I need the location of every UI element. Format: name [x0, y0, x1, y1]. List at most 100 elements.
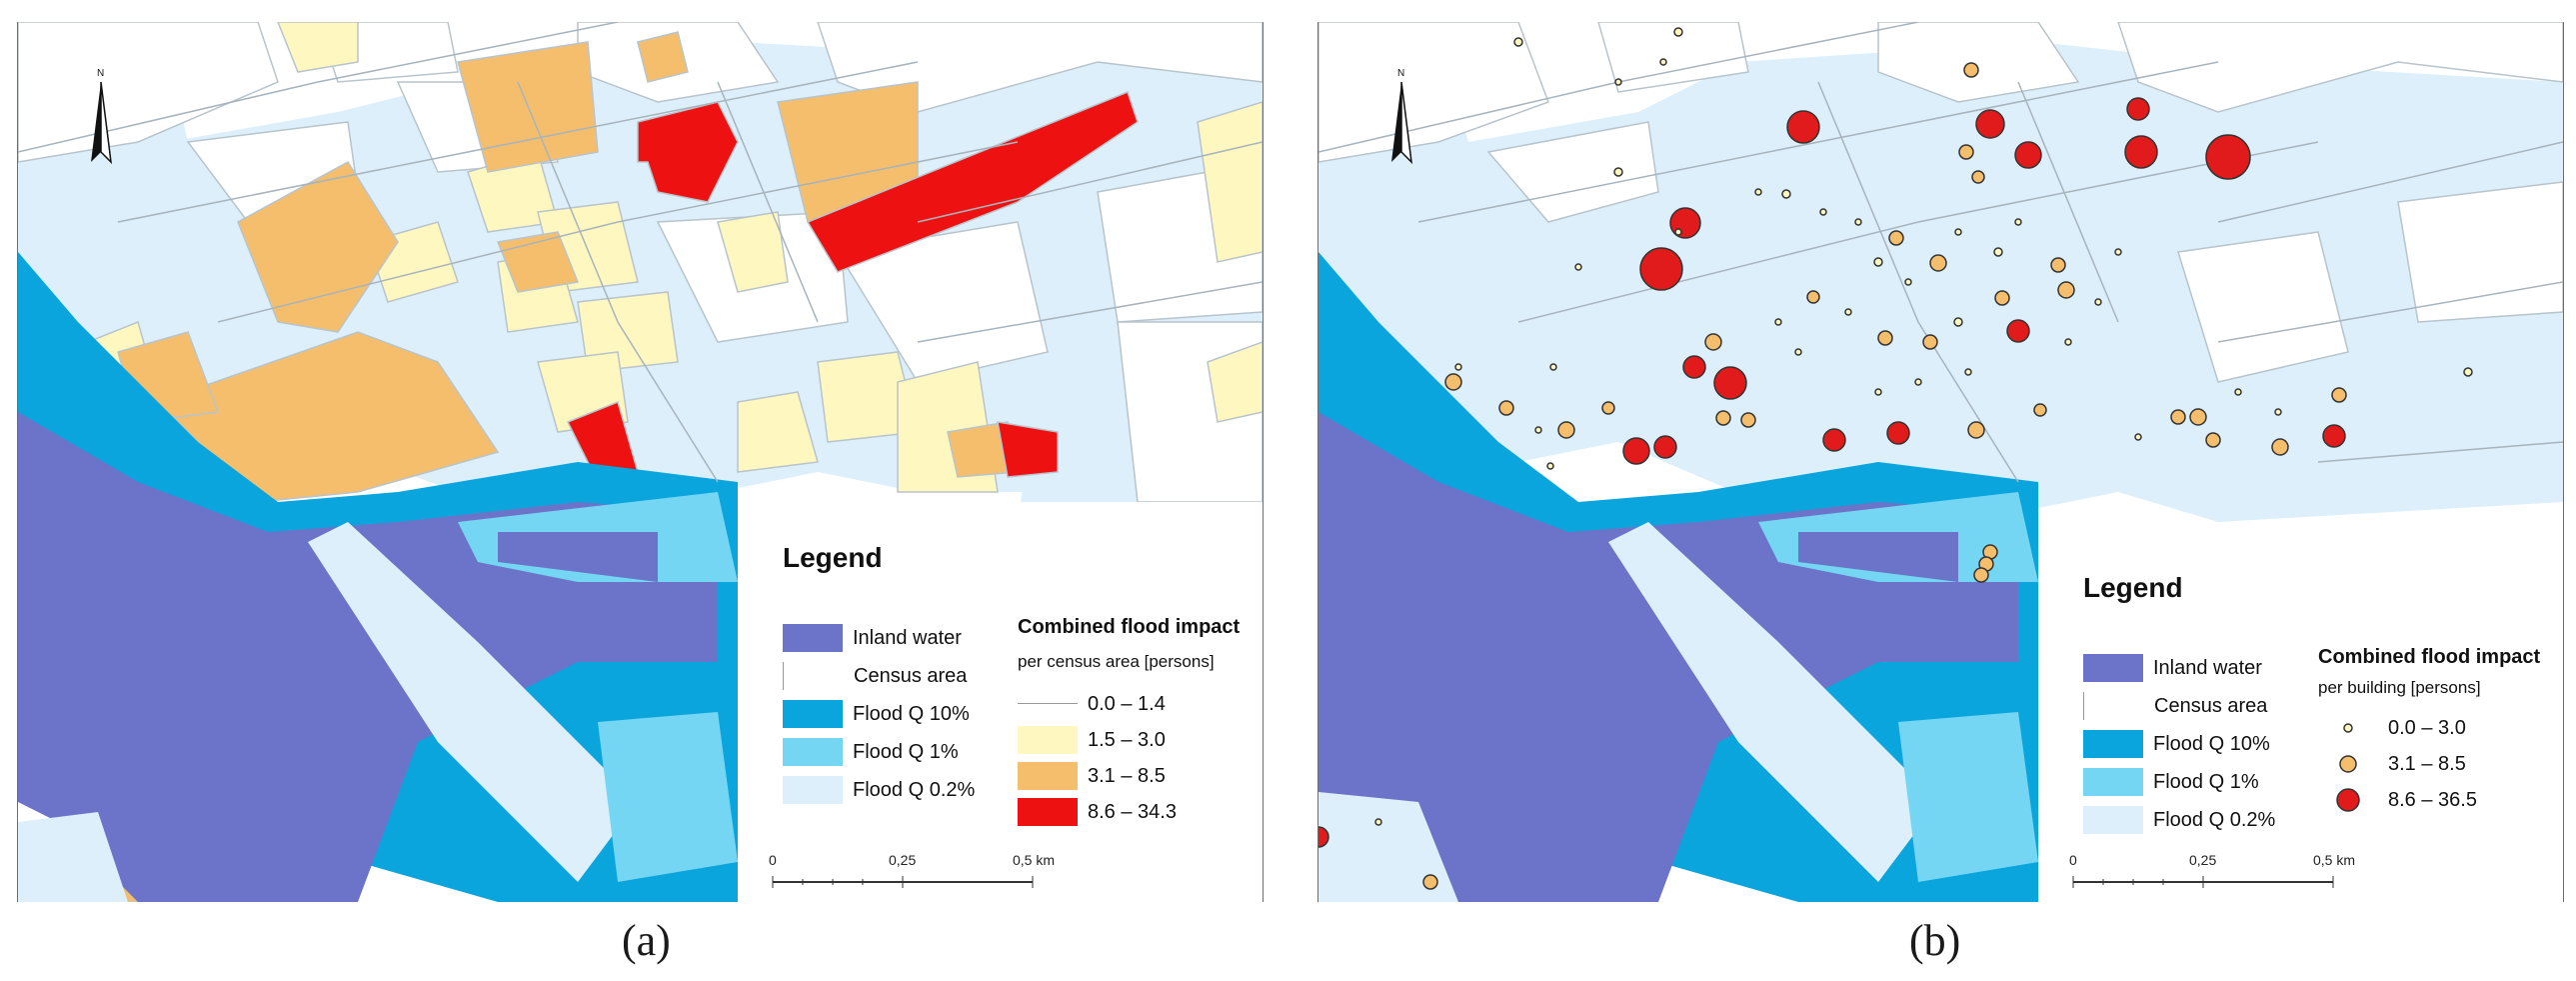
scale-bar — [763, 872, 1043, 902]
building-impact-medium — [1498, 400, 1514, 416]
inland-water-harbour — [1798, 532, 1958, 582]
flood-q02-swatch — [783, 776, 843, 804]
inland-water-swatch — [2083, 654, 2143, 682]
census-parcels — [1318, 22, 2563, 383]
building-impact-medium — [2050, 257, 2066, 273]
building-impact-low — [1754, 188, 1762, 196]
impact-subtitle: per census area [persons] — [1018, 652, 1215, 671]
building-impact-medium — [1963, 62, 1979, 78]
building-impact-medium — [1922, 334, 1938, 350]
building-impact-high — [1318, 826, 1329, 848]
scale-bar — [2063, 872, 2343, 902]
building-impact-medium — [2033, 403, 2047, 417]
building-impact-low — [1549, 363, 1557, 371]
legend-item-label: Census area — [854, 664, 968, 687]
building-impact-low — [2463, 367, 2473, 377]
census-area-swatch — [783, 662, 844, 690]
legend-panel-a: Legend Inland water Census area Flood Q … — [763, 502, 1263, 902]
map-panel-b: N Legend Inland water Census area Flood … — [1317, 22, 2564, 902]
building-impact-low — [2274, 408, 2282, 416]
inland-water-swatch — [783, 624, 843, 652]
flood-q1-swatch — [783, 738, 843, 766]
building-impact-low — [1673, 27, 1683, 37]
building-impact-medium — [1422, 874, 1438, 890]
inland-water-harbour — [498, 532, 658, 582]
building-impact-high — [2014, 141, 2042, 169]
class-label: 3.1 – 8.5 — [1088, 764, 1166, 787]
legend-item-label: Flood Q 10% — [853, 702, 970, 725]
building-impact-low — [1613, 167, 1623, 177]
building-impact-low — [2064, 338, 2072, 346]
census-boundaries — [18, 22, 1263, 483]
building-impact-medium — [1444, 373, 1462, 391]
building-impact-low — [1954, 228, 1962, 236]
flood-q02-south — [1318, 792, 1458, 902]
scale-label-mid: 0,25 — [2189, 852, 2217, 868]
map-panel-a: N Legend Inland water Census area Flood … — [17, 22, 1264, 902]
legend-title: Legend — [2083, 572, 2183, 603]
legend-item-label: Flood Q 10% — [2153, 732, 2270, 755]
building-impact-high — [1713, 366, 1747, 400]
building-impact-high — [2205, 134, 2251, 180]
building-impact-low — [1953, 317, 1963, 327]
building-impact-low — [1774, 318, 1782, 326]
building-impact-medium — [1704, 333, 1722, 351]
building-impact-medium — [1888, 230, 1904, 246]
impact-class-2: 3.1 – 8.5 — [2318, 748, 2466, 780]
building-impact-high — [1622, 437, 1650, 465]
building-impact-medium — [2205, 432, 2221, 448]
legend-item-label: Inland water — [853, 626, 962, 649]
impact-class-2: 1.5 – 3.0 — [1018, 724, 1166, 756]
building-impact-circles — [1318, 27, 2473, 890]
small-circle-icon — [2343, 723, 2353, 733]
large-circle-icon — [2336, 788, 2360, 812]
building-impact-low — [1374, 818, 1382, 826]
building-impact-medium — [1958, 144, 1974, 160]
building-impact-low — [1819, 208, 1827, 216]
building-impact-low — [1513, 37, 1523, 47]
class-label: 3.1 – 8.5 — [2388, 752, 2466, 775]
class-swatch — [1018, 762, 1078, 790]
building-impact-high — [1786, 110, 1820, 144]
building-impact-low — [1904, 278, 1912, 286]
building-impact-low — [1674, 228, 1682, 236]
building-impact-low — [1873, 257, 1883, 267]
legend-item-label: Flood Q 1% — [2153, 770, 2259, 793]
building-impact-low — [2114, 248, 2122, 256]
legend-item-flood-q1: Flood Q 1% — [2083, 766, 2259, 798]
class-swatch — [1018, 726, 1078, 754]
building-impact-high — [2126, 97, 2150, 121]
legend-title: Legend — [783, 542, 883, 573]
building-impact-low — [1614, 78, 1622, 86]
impact-title: Combined flood impact — [2318, 646, 2541, 668]
north-arrow-icon — [1391, 81, 1413, 165]
building-impact-high — [1682, 355, 1706, 379]
legend-item-flood-q02: Flood Q 0.2% — [2083, 804, 2275, 836]
scale-label-end: 0,5 km — [1013, 852, 1056, 868]
impact-class-1: 0.0 – 1.4 — [1018, 688, 1166, 720]
class-swatch — [1018, 702, 1078, 706]
class-1-5-3-0-parcels — [87, 22, 1263, 493]
building-impact-high — [1653, 435, 1677, 459]
building-impact-low — [1574, 263, 1582, 271]
harbour-spit — [308, 522, 638, 882]
class-swatch — [1018, 798, 1078, 826]
class-label: 0.0 – 1.4 — [1088, 692, 1166, 715]
building-impact-medium — [1971, 170, 1985, 184]
caption-b: (b) — [1909, 916, 1961, 965]
legend-item-flood-q1: Flood Q 1% — [783, 736, 959, 768]
building-impact-low — [1993, 247, 2003, 257]
legend-item-inland-water: Inland water — [2083, 652, 2262, 684]
flood-q10-swatch — [2083, 730, 2143, 758]
building-impact-low — [1546, 462, 1554, 470]
building-impact-medium — [2057, 281, 2075, 299]
building-impact-low — [1844, 308, 1852, 316]
impact-class-3: 8.6 – 36.5 — [2318, 784, 2477, 816]
building-impact-low — [1454, 363, 1462, 371]
building-impact-medium — [1806, 290, 1820, 304]
building-impact-low — [2094, 298, 2102, 306]
class-label: 8.6 – 36.5 — [2388, 788, 2477, 811]
class-label: 0.0 – 3.0 — [2388, 716, 2466, 739]
building-impact-medium — [1994, 290, 2010, 306]
building-impact-low — [1659, 58, 1667, 66]
